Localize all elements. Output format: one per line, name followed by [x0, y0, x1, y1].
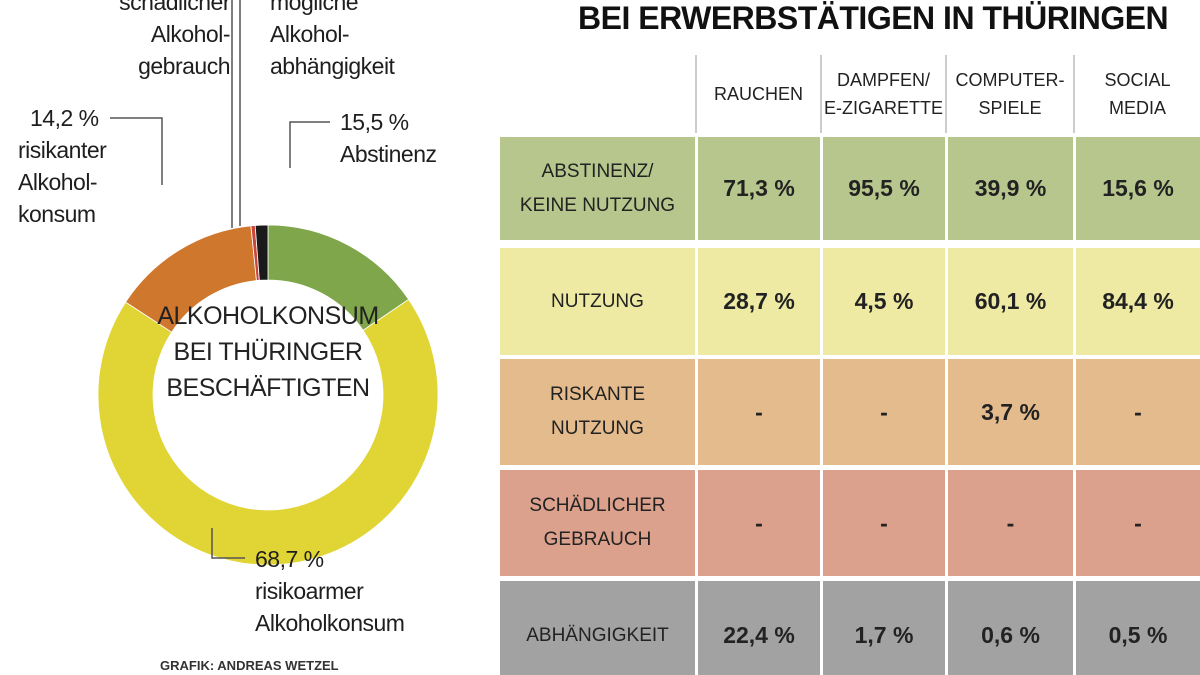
- table-cell: 1,7 %: [820, 581, 945, 675]
- table-cell: -: [820, 470, 945, 576]
- table-cell: 39,9 %: [945, 137, 1073, 240]
- table-cell: -: [695, 359, 820, 465]
- table-cell: 4,5 %: [820, 248, 945, 355]
- column-header: RAUCHEN: [695, 55, 820, 133]
- table-cell: 0,6 %: [945, 581, 1073, 675]
- table-title: BEI ERWERBSTÄTIGEN IN THÜRINGEN: [578, 0, 1169, 36]
- value-label: 68,7 %: [255, 546, 324, 572]
- category-label: schädlicher Alkohol- gebrauch: [119, 0, 230, 79]
- category-label: mögliche Alkohol- abhängigkeit: [270, 0, 395, 79]
- table-cell: 60,1 %: [945, 248, 1073, 355]
- row-label: NUTZUNG: [500, 248, 695, 355]
- leader-line: [110, 117, 163, 185]
- table-cell: 15,6 %: [1073, 137, 1200, 240]
- table-cell: 3,7 %: [945, 359, 1073, 465]
- table-cell: -: [945, 470, 1073, 576]
- donut-segment: [254, 224, 269, 281]
- donut-segment: [97, 298, 439, 566]
- row-label: ABHÄNGIGKEIT: [500, 581, 695, 675]
- category-label: risikoarmer Alkoholkonsum: [255, 578, 405, 636]
- column-header: SOCIAL MEDIA: [1073, 55, 1200, 133]
- row-label: SCHÄDLICHER GEBRAUCH: [500, 470, 695, 576]
- table-cell: 0,5 %: [1073, 581, 1200, 675]
- table-cell: -: [695, 470, 820, 576]
- table-cell: 95,5 %: [820, 137, 945, 240]
- table-cell: -: [1073, 470, 1200, 576]
- donut-chart: [97, 0, 439, 566]
- table-cell: -: [820, 359, 945, 465]
- table-cell: 28,7 %: [695, 248, 820, 355]
- table-cell: -: [1073, 359, 1200, 465]
- column-header: COMPUTER- SPIELE: [945, 55, 1073, 133]
- value-label: 15,5 %: [340, 109, 409, 135]
- row-label: RISKANTE NUTZUNG: [500, 359, 695, 465]
- category-label: Abstinenz: [340, 141, 437, 167]
- row-label: ABSTINENZ/ KEINE NUTZUNG: [500, 137, 695, 240]
- credit: GRAFIK: ANDREAS WETZEL: [160, 658, 339, 673]
- value-label: 14,2 %: [30, 105, 99, 131]
- category-label: risikanter Alkohol- konsum: [18, 137, 107, 227]
- column-header: DAMPFEN/ E-ZIGARETTE: [820, 55, 945, 133]
- table-cell: 71,3 %: [695, 137, 820, 240]
- table-cell: 84,4 %: [1073, 248, 1200, 355]
- center-title: ALKOHOLKONSUM BEI THÜRINGER BESCHÄFTIGTE…: [157, 302, 379, 402]
- leader-line: [211, 528, 245, 559]
- table-cell: 22,4 %: [695, 581, 820, 675]
- leader-line: [289, 121, 330, 168]
